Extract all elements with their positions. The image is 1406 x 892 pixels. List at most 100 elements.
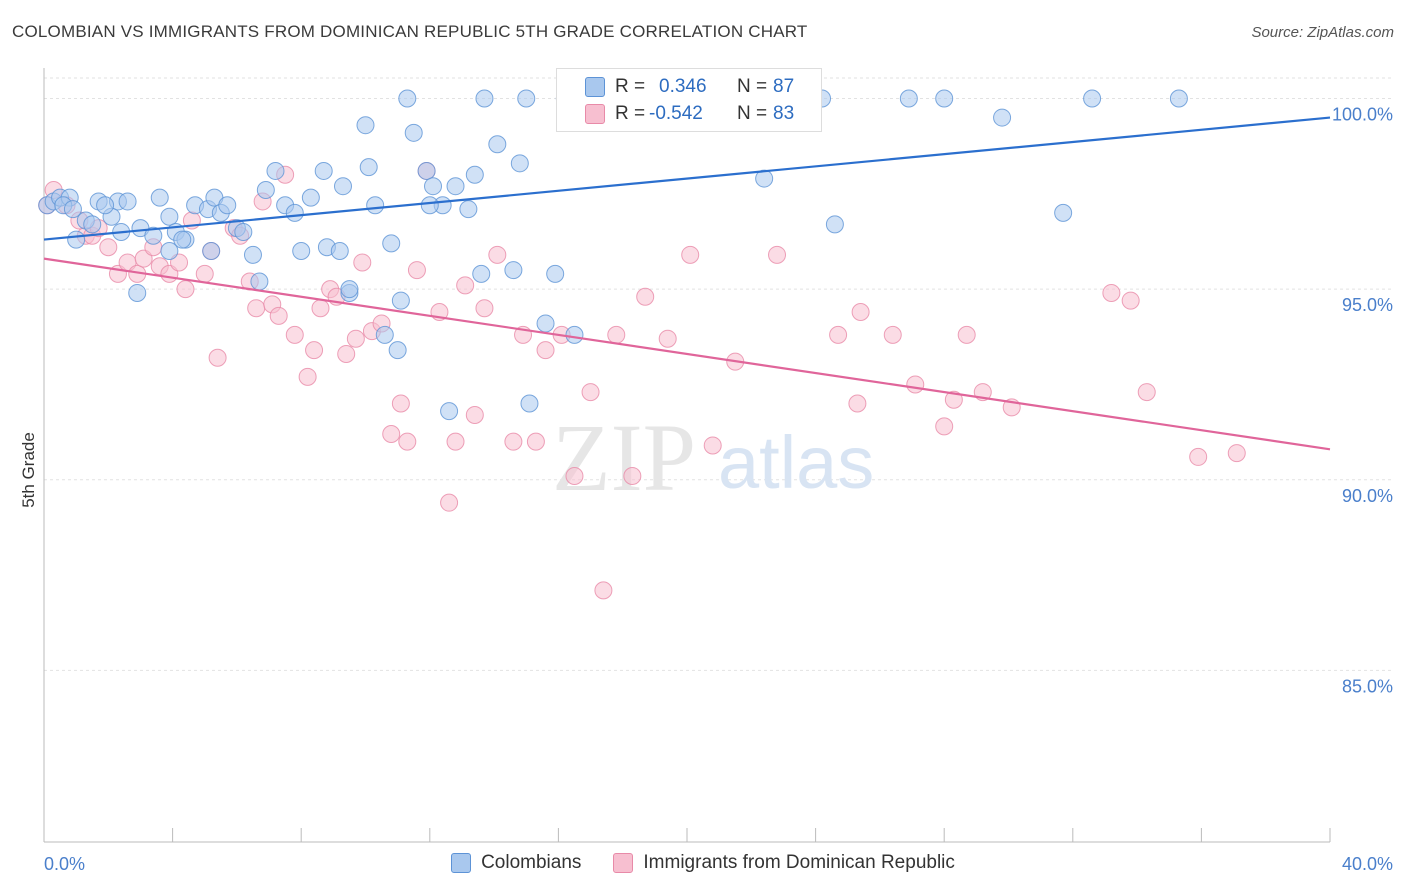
point-colombian	[301, 188, 320, 207]
point-colombian	[755, 169, 774, 188]
point-dominican	[346, 329, 365, 348]
point-dominican	[285, 325, 304, 344]
point-dominican	[1137, 383, 1156, 402]
legend-item-colombians[interactable]: Colombians	[451, 852, 581, 874]
point-colombian	[1054, 203, 1073, 222]
point-dominican	[311, 299, 330, 318]
y-tick-label: 95.0%	[1342, 295, 1393, 315]
point-colombian	[472, 264, 491, 283]
point-colombian	[160, 242, 179, 261]
stats-r-value-pink: -0.542	[649, 103, 703, 124]
point-colombian	[330, 242, 349, 261]
point-colombian	[459, 200, 478, 219]
point-colombian	[993, 108, 1012, 127]
point-dominican	[848, 394, 867, 413]
point-colombian	[359, 158, 378, 177]
point-colombian	[536, 314, 555, 333]
point-colombian	[202, 242, 221, 261]
point-dominican	[269, 306, 288, 325]
point-dominican	[1121, 291, 1140, 310]
point-colombian	[366, 196, 385, 215]
trend-lines	[43, 116, 1331, 451]
series-colombian-points	[38, 89, 1188, 421]
point-dominican	[526, 432, 545, 451]
point-colombian	[63, 200, 82, 219]
point-colombian	[234, 222, 253, 241]
point-colombian	[1169, 89, 1188, 108]
legend-label-colombians: Colombians	[481, 852, 582, 873]
point-colombian	[266, 161, 285, 180]
point-colombian	[1083, 89, 1102, 108]
point-colombian	[565, 325, 584, 344]
point-dominican	[488, 245, 507, 264]
stats-r-label: R =	[615, 76, 646, 97]
watermark-atlas: atlas	[718, 421, 874, 504]
point-colombian	[333, 177, 352, 196]
point-dominican	[446, 432, 465, 451]
point-colombian	[440, 402, 459, 421]
stats-n-label: N =	[737, 103, 768, 124]
chart-title: COLOMBIAN VS IMMIGRANTS FROM DOMINICAN R…	[12, 22, 808, 41]
stats-n-label: N =	[737, 76, 768, 97]
point-colombian	[150, 188, 169, 207]
stats-n-value-blue: 87	[773, 76, 795, 97]
point-dominican	[398, 432, 417, 451]
point-dominican	[456, 276, 475, 295]
stats-r-label: R =	[615, 103, 646, 124]
point-colombian	[314, 161, 333, 180]
point-dominican	[1102, 283, 1121, 302]
chart-source: Source: ZipAtlas.com	[1251, 24, 1394, 41]
legend-swatch-blue	[451, 853, 472, 873]
point-dominican	[581, 383, 600, 402]
point-dominican	[703, 436, 722, 455]
point-dominican	[594, 581, 613, 600]
point-colombian	[128, 283, 147, 302]
point-colombian	[160, 207, 179, 226]
point-dominican	[353, 253, 372, 272]
point-colombian	[510, 154, 529, 173]
chart-legend: Colombians Immigrants from Dominican Rep…	[0, 852, 1406, 874]
point-colombian	[292, 242, 311, 261]
point-colombian	[424, 177, 443, 196]
point-dominican	[658, 329, 677, 348]
point-dominican	[298, 367, 317, 386]
point-colombian	[517, 89, 536, 108]
point-colombian	[465, 165, 484, 184]
point-dominican	[944, 390, 963, 409]
point-colombian	[382, 234, 401, 253]
point-dominican	[906, 375, 925, 394]
point-colombian	[899, 89, 918, 108]
point-colombian	[475, 89, 494, 108]
point-dominican	[176, 280, 195, 299]
point-colombian	[83, 215, 102, 234]
point-dominican	[768, 245, 787, 264]
point-colombian	[96, 196, 115, 215]
point-dominican	[504, 432, 523, 451]
point-colombian	[118, 192, 137, 211]
point-dominican	[208, 348, 227, 367]
point-dominican	[337, 344, 356, 363]
stats-swatch-blue	[585, 77, 605, 97]
point-colombian	[285, 203, 304, 222]
series-dominican-points	[38, 161, 1246, 600]
point-colombian	[67, 230, 86, 249]
y-tick-label: 85.0%	[1342, 676, 1393, 696]
stats-legend: R = 0.346 N = 87 R = -0.542 N = 83	[556, 68, 822, 132]
point-colombian	[825, 215, 844, 234]
stats-swatch-pink	[585, 104, 605, 124]
point-dominican	[883, 325, 902, 344]
point-dominican	[99, 238, 118, 257]
tick-labels: 85.0% 90.0% 95.0% 100.0% 0.0% 40.0%	[44, 105, 1393, 874]
legend-item-dominican[interactable]: Immigrants from Dominican Republic	[613, 852, 955, 874]
point-dominican	[407, 261, 426, 280]
point-colombian	[446, 177, 465, 196]
x-tick-label: 0.0%	[44, 854, 85, 874]
point-colombian	[420, 196, 439, 215]
watermark-zip: ZIP	[552, 404, 696, 511]
point-colombian	[546, 264, 565, 283]
point-dominican	[465, 405, 484, 424]
point-dominican	[636, 287, 655, 306]
point-colombian	[520, 394, 539, 413]
point-dominican	[607, 325, 626, 344]
